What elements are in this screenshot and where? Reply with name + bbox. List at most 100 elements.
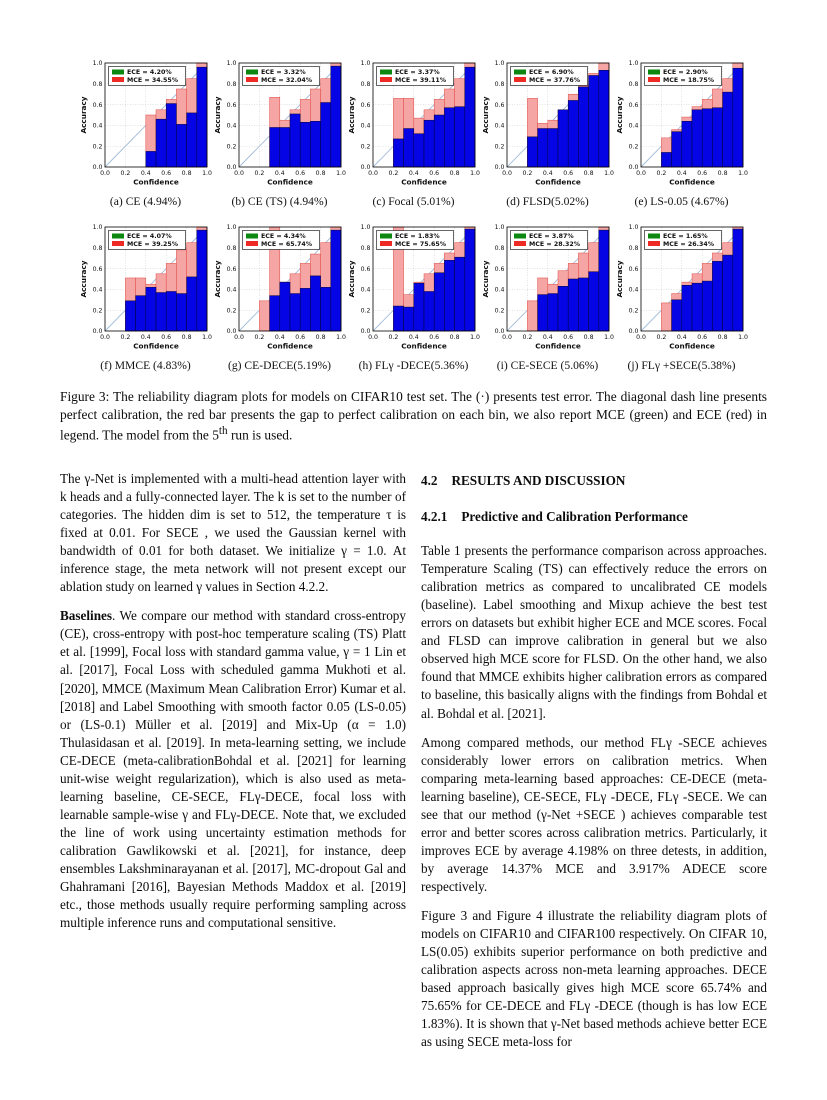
svg-text:0.8: 0.8 xyxy=(360,81,370,88)
svg-text:0.0: 0.0 xyxy=(234,170,244,177)
svg-text:ECE = 3.87%: ECE = 3.87% xyxy=(529,233,574,240)
svg-text:1.0: 1.0 xyxy=(226,60,236,67)
svg-text:0.2: 0.2 xyxy=(360,143,370,150)
svg-text:0.0: 0.0 xyxy=(628,328,638,335)
svg-text:0.4: 0.4 xyxy=(360,287,370,294)
reliability-diagram-a: ECE = 4.20% MCE = 34.55% 0.0 0.0 0.2 0.2 0.4 0.… xyxy=(79,58,213,208)
subfigure-caption: (d) FLSD(5.02%) xyxy=(506,195,589,208)
svg-text:0.8: 0.8 xyxy=(717,334,727,341)
svg-text:Accuracy: Accuracy xyxy=(615,260,624,297)
figure-3-block: ECE = 4.20% MCE = 34.55% 0.0 0.0 0.2 0.2 0.4 0.… xyxy=(60,58,767,444)
svg-text:MCE = 34.55%: MCE = 34.55% xyxy=(127,77,179,84)
subfigure-caption: (b) CE (TS) (4.94%) xyxy=(231,195,328,208)
subfigure-caption: (a) CE (4.94%) xyxy=(109,195,182,208)
svg-text:ECE = 4.20%: ECE = 4.20% xyxy=(127,69,172,76)
svg-text:1.0: 1.0 xyxy=(604,170,614,177)
svg-text:1.0: 1.0 xyxy=(226,224,236,231)
svg-text:0.2: 0.2 xyxy=(254,170,264,177)
svg-text:Confidence: Confidence xyxy=(535,342,581,351)
svg-text:0.8: 0.8 xyxy=(583,334,593,341)
reliability-diagram-plot: ECE = 3.37%MCE = 39.11% 0.00.0 0.2 0.2 0.4 0.… xyxy=(347,60,480,186)
figure-charts-row-1: ECE = 4.20% MCE = 34.55% 0.0 0.0 0.2 0.2 0.4 0.… xyxy=(60,58,767,208)
svg-text:Accuracy: Accuracy xyxy=(79,260,88,297)
subsection-number: 4.2.1 xyxy=(421,509,448,525)
svg-text:Confidence: Confidence xyxy=(669,342,715,351)
svg-text:Accuracy: Accuracy xyxy=(481,260,490,297)
subfigure-caption: (j) FLγ +SECE(5.38%) xyxy=(627,359,736,372)
paragraph-figure-discussion: Figure 3 and Figure 4 illustrate the rel… xyxy=(421,907,767,1049)
subfigure-caption: (e) LS-0.05 (4.67%) xyxy=(634,195,729,208)
reliability-diagram-plot: ECE = 1.83%MCE = 75.65% 0.00.0 0.2 0.2 0.4 0.… xyxy=(347,224,480,350)
svg-text:Confidence: Confidence xyxy=(669,178,715,187)
svg-text:0.4: 0.4 xyxy=(226,123,236,130)
reliability-diagram-plot: ECE = 4.20%MCE = 34.55% 0.00.0 0.2 0.2 0.4 0.… xyxy=(79,60,212,186)
svg-text:0.6: 0.6 xyxy=(295,170,305,177)
svg-text:1.0: 1.0 xyxy=(202,170,212,177)
svg-text:0.2: 0.2 xyxy=(226,143,236,150)
svg-text:0.0: 0.0 xyxy=(502,170,512,177)
svg-text:MCE = 39.11%: MCE = 39.11% xyxy=(395,77,447,84)
svg-text:0.0: 0.0 xyxy=(100,170,110,177)
svg-text:0.8: 0.8 xyxy=(92,245,102,252)
svg-text:0.0: 0.0 xyxy=(360,328,370,335)
svg-text:0.2: 0.2 xyxy=(92,307,102,314)
svg-text:0.0: 0.0 xyxy=(234,334,244,341)
svg-text:0.4: 0.4 xyxy=(542,334,552,341)
svg-text:ECE = 6.90%: ECE = 6.90% xyxy=(529,69,574,76)
svg-text:0.4: 0.4 xyxy=(494,123,504,130)
svg-text:MCE = 75.65%: MCE = 75.65% xyxy=(395,241,447,248)
svg-text:1.0: 1.0 xyxy=(494,224,504,231)
svg-text:MCE = 65.74%: MCE = 65.74% xyxy=(261,241,313,248)
svg-text:0.8: 0.8 xyxy=(628,81,638,88)
subfigure-caption: (g) CE-DECE(5.19%) xyxy=(227,359,332,372)
svg-text:0.2: 0.2 xyxy=(656,170,666,177)
svg-text:MCE = 18.75%: MCE = 18.75% xyxy=(663,77,715,84)
svg-text:MCE = 37.76%: MCE = 37.76% xyxy=(529,77,581,84)
svg-text:0.8: 0.8 xyxy=(717,170,727,177)
svg-text:ECE = 3.32%: ECE = 3.32% xyxy=(261,69,306,76)
svg-text:1.0: 1.0 xyxy=(92,60,102,67)
paragraph-baselines: Baselines. We compare our method with st… xyxy=(60,607,406,931)
svg-text:1.0: 1.0 xyxy=(494,60,504,67)
svg-text:0.4: 0.4 xyxy=(140,170,150,177)
svg-text:0.0: 0.0 xyxy=(100,334,110,341)
svg-text:0.8: 0.8 xyxy=(583,170,593,177)
svg-text:0.4: 0.4 xyxy=(92,123,102,130)
svg-text:0.8: 0.8 xyxy=(494,81,504,88)
svg-text:ECE = 4.34%: ECE = 4.34% xyxy=(261,233,306,240)
svg-text:0.6: 0.6 xyxy=(628,266,638,273)
paragraph-table1-results: Table 1 presents the performance compari… xyxy=(421,543,767,721)
svg-text:1.0: 1.0 xyxy=(360,224,370,231)
paragraph-gamma-net: The γ-Net is implemented with a multi-he… xyxy=(60,471,406,595)
reliability-diagram-plot: ECE = 4.34%MCE = 65.74% 0.00.0 0.2 0.2 0.4 0.… xyxy=(213,224,346,350)
svg-text:0.6: 0.6 xyxy=(429,334,439,341)
two-column-body: The γ-Net is implemented with a multi-he… xyxy=(60,470,767,1061)
svg-text:MCE = 39.25%: MCE = 39.25% xyxy=(127,241,179,248)
svg-text:0.4: 0.4 xyxy=(92,287,102,294)
svg-text:0.4: 0.4 xyxy=(676,170,686,177)
svg-text:Confidence: Confidence xyxy=(267,178,313,187)
svg-text:0.2: 0.2 xyxy=(120,170,130,177)
figure-caption-text: Figure 3: The reliability diagram plots … xyxy=(60,389,767,443)
svg-text:0.8: 0.8 xyxy=(360,245,370,252)
reliability-diagram-h: ECE = 1.83% MCE = 75.65% 0.0 0.0 0.2 0.2 0.4 0.… xyxy=(347,222,481,372)
svg-text:1.0: 1.0 xyxy=(202,334,212,341)
svg-text:0.4: 0.4 xyxy=(676,334,686,341)
svg-text:0.2: 0.2 xyxy=(628,143,638,150)
svg-text:1.0: 1.0 xyxy=(738,170,748,177)
svg-text:0.4: 0.4 xyxy=(274,334,284,341)
svg-text:0.2: 0.2 xyxy=(656,334,666,341)
svg-text:0.6: 0.6 xyxy=(697,170,707,177)
svg-text:0.0: 0.0 xyxy=(226,164,236,171)
svg-text:0.6: 0.6 xyxy=(563,334,573,341)
row-gap xyxy=(60,208,767,222)
svg-text:0.0: 0.0 xyxy=(494,164,504,171)
svg-text:0.2: 0.2 xyxy=(522,334,532,341)
svg-text:1.0: 1.0 xyxy=(738,334,748,341)
paragraph-method-comparison: Among compared methods, our method FLγ -… xyxy=(421,734,767,894)
svg-text:0.4: 0.4 xyxy=(274,170,284,177)
reliability-diagram-b: ECE = 3.32% MCE = 32.04% 0.0 0.0 0.2 0.2 0.4 0.… xyxy=(213,58,347,208)
subfigure-caption: (h) FLγ -DECE(5.36%) xyxy=(358,359,469,372)
svg-text:0.6: 0.6 xyxy=(494,266,504,273)
svg-text:0.6: 0.6 xyxy=(92,102,102,109)
